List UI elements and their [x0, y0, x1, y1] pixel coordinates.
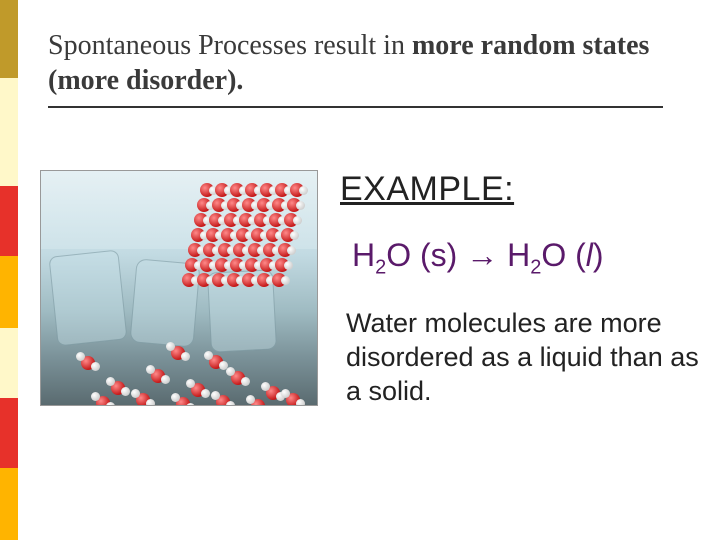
hydrogen-atom — [76, 352, 85, 361]
description-text: Water molecules are more disordered as a… — [346, 307, 700, 408]
eq-state-l: l — [586, 237, 593, 273]
eq-state-s: (s) — [420, 237, 457, 273]
molecule-lattice — [179, 183, 311, 303]
left-accent-stripe — [0, 0, 18, 540]
eq-h2: H — [507, 237, 530, 273]
hydrogen-atom — [299, 186, 308, 195]
hydrogen-atom — [186, 379, 195, 388]
content-row: EXAMPLE: H2O (s) → H2O (l) Water molecul… — [40, 170, 700, 409]
hydrogen-atom — [166, 342, 175, 351]
slide-title-block: Spontaneous Processes result in more ran… — [48, 28, 668, 108]
hydrogen-atom — [290, 231, 299, 240]
title-underline — [48, 106, 663, 108]
hydrogen-atom — [281, 276, 290, 285]
hydrogen-atom — [226, 367, 235, 376]
stripe-segment — [0, 328, 18, 398]
hydrogen-atom — [219, 361, 228, 370]
hydrogen-atom — [281, 389, 290, 398]
hydrogen-atom — [241, 377, 250, 386]
stripe-segment — [0, 186, 18, 256]
hydrogen-atom — [293, 216, 302, 225]
hydrogen-atom — [146, 399, 155, 406]
hydrogen-atom — [226, 401, 235, 406]
hydrogen-atom — [161, 375, 170, 384]
hydrogen-atom — [296, 399, 305, 406]
eq-sub: 2 — [375, 256, 386, 278]
hydrogen-atom — [211, 391, 220, 400]
ice-chunk — [48, 250, 127, 347]
stripe-segment — [0, 468, 18, 540]
title-plain: Spontaneous Processes result in — [48, 30, 412, 61]
ice-melting-illustration — [40, 170, 318, 406]
hydrogen-atom — [131, 389, 140, 398]
hydrogen-atom — [91, 362, 100, 371]
hydrogen-atom — [284, 261, 293, 270]
eq-o2: O — [541, 237, 566, 273]
hydrogen-atom — [171, 393, 180, 402]
hydrogen-atom — [246, 395, 255, 404]
stripe-segment — [0, 78, 18, 186]
text-column: EXAMPLE: H2O (s) → H2O (l) Water molecul… — [340, 170, 700, 409]
eq-sub2: 2 — [530, 256, 541, 278]
example-heading: EXAMPLE: — [340, 170, 700, 209]
stripe-segment — [0, 0, 18, 78]
hydrogen-atom — [204, 351, 213, 360]
hydrogen-atom — [261, 382, 270, 391]
hydrogen-atom — [261, 405, 270, 406]
hydrogen-atom — [186, 403, 195, 406]
hydrogen-atom — [106, 402, 115, 406]
stripe-segment — [0, 398, 18, 468]
eq-o: O — [386, 237, 411, 273]
hydrogen-atom — [181, 352, 190, 361]
hydrogen-atom — [296, 201, 305, 210]
hydrogen-atom — [121, 387, 130, 396]
slide-title: Spontaneous Processes result in more ran… — [48, 28, 668, 98]
hydrogen-atom — [146, 365, 155, 374]
hydrogen-atom — [106, 377, 115, 386]
hydrogen-atom — [201, 389, 210, 398]
chemical-equation: H2O (s) → H2O (l) — [352, 237, 700, 279]
hydrogen-atom — [287, 246, 296, 255]
arrow-icon: → — [466, 237, 498, 273]
stripe-segment — [0, 256, 18, 328]
eq-h: H — [352, 237, 375, 273]
hydrogen-atom — [91, 392, 100, 401]
